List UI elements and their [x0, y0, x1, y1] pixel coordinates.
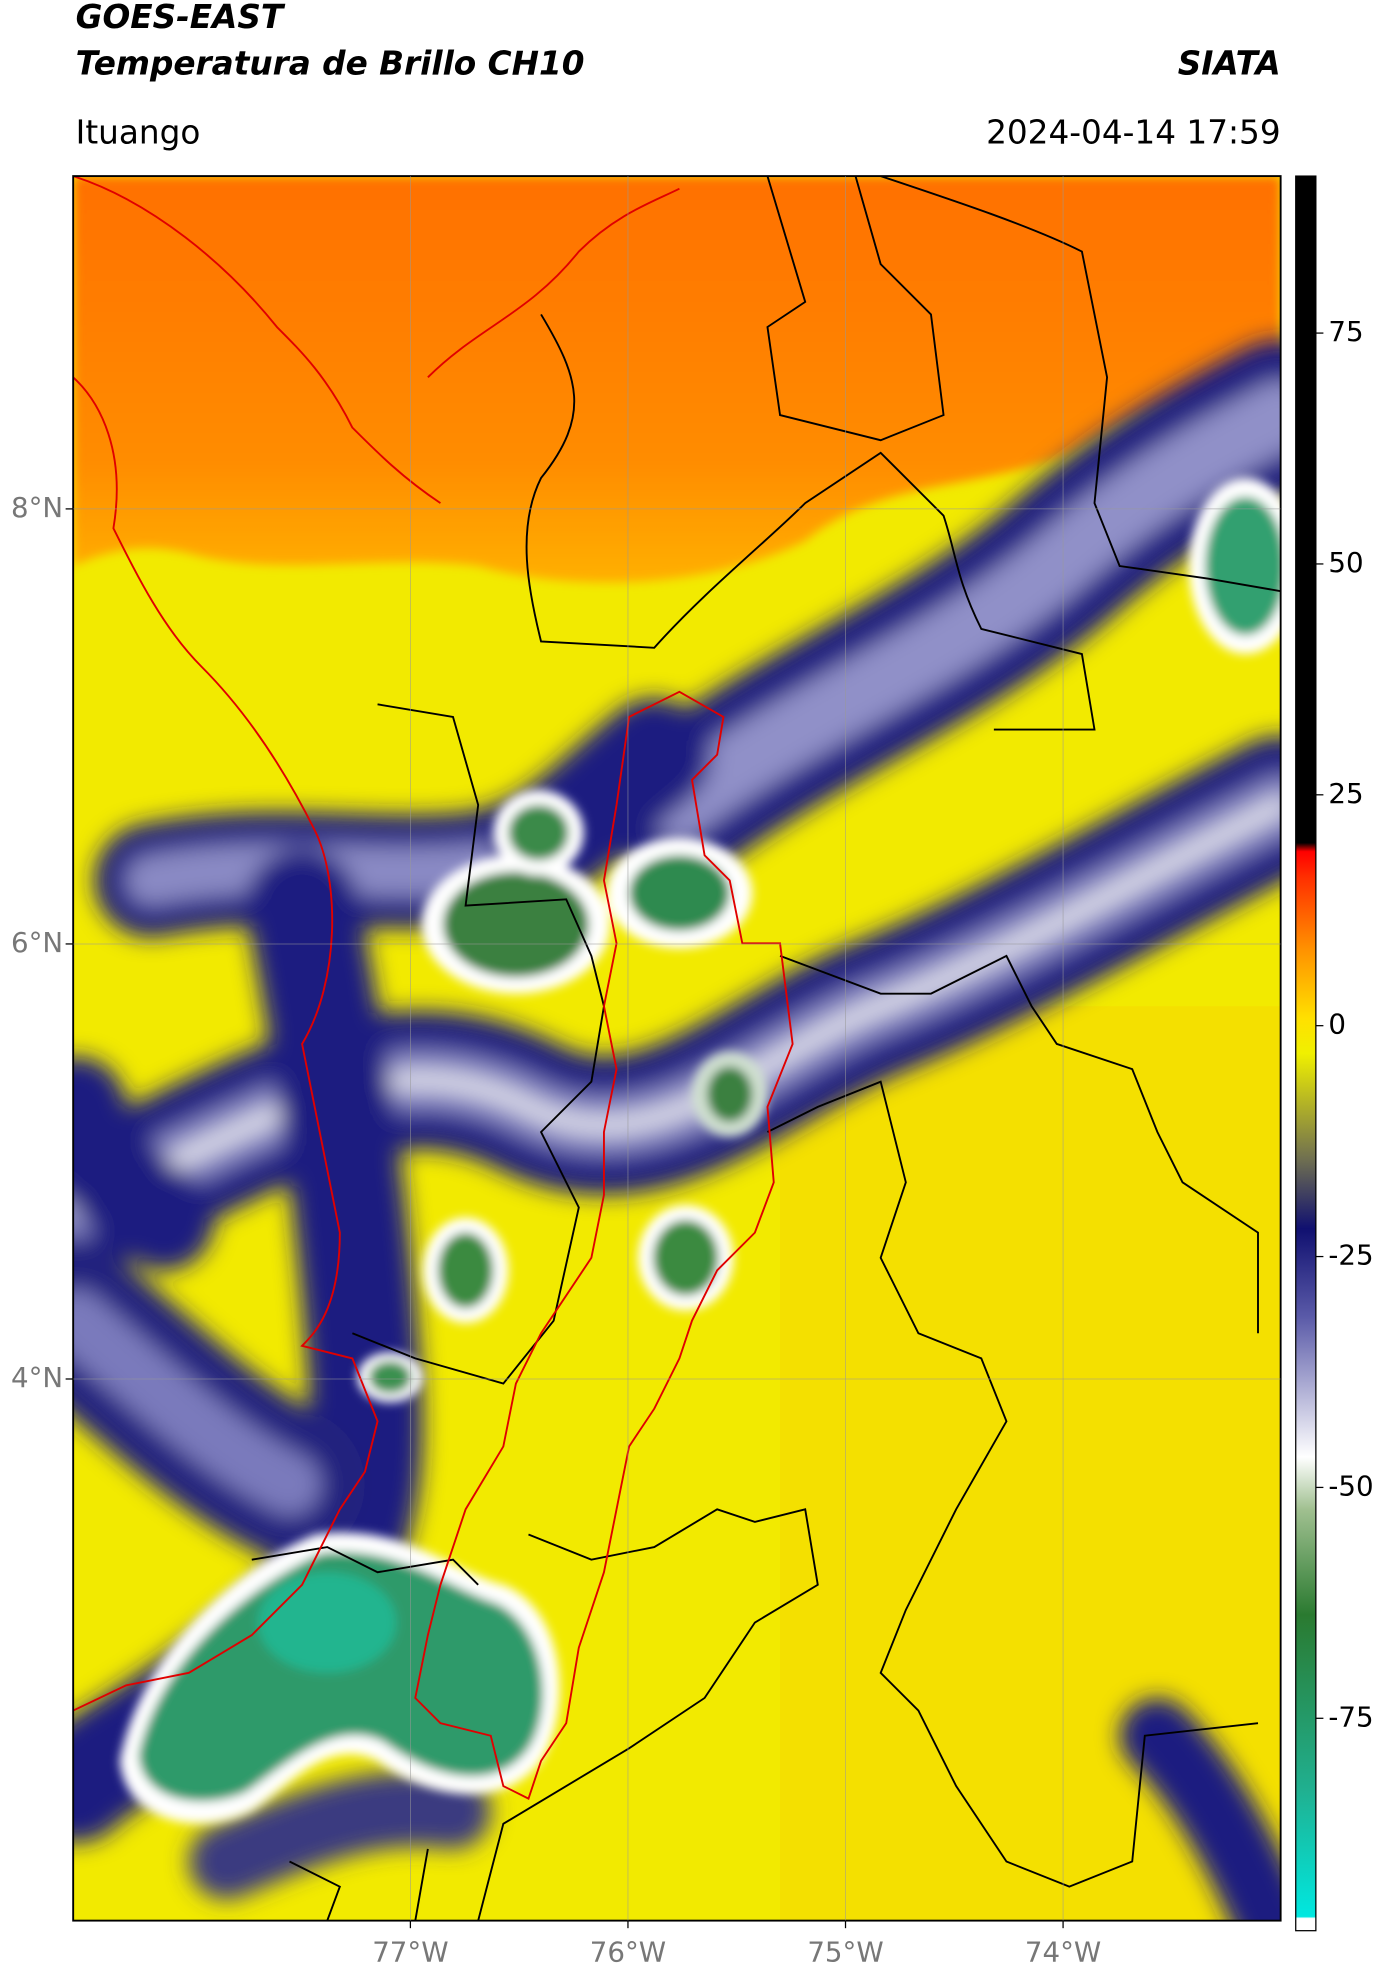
x-tick-label: 77°W	[372, 1935, 448, 1968]
y-tick-label: 6°N	[11, 926, 63, 959]
colorbar-tick-label: -50	[1328, 1469, 1373, 1502]
region-boundary	[73, 176, 794, 1800]
y-tick-label: 4°N	[11, 1361, 63, 1394]
x-tick-label: 75°W	[807, 1935, 883, 1968]
map-frame	[72, 175, 1282, 1922]
colorbar	[1295, 175, 1317, 1932]
colorbar-tick-label: 75	[1328, 315, 1363, 348]
colorbar-tick-label: 50	[1328, 546, 1363, 579]
x-tick-label: 76°W	[590, 1935, 666, 1968]
colorbar-tick-label: 25	[1328, 777, 1363, 810]
map-axes: 77°W 76°W 75°W 74°W 8°N 6°N 4°N	[11, 176, 1281, 1968]
colorbar-ticks: 75 50 25 0 -25 -50 -75	[1315, 315, 1374, 1733]
admin-borders	[251, 176, 1281, 1921]
datetime: 2024-04-14 17:59	[986, 114, 1281, 152]
title: GOES-EAST	[76, 0, 286, 36]
colorbar-tick-label: -75	[1328, 1700, 1373, 1733]
brand: SIATA	[1178, 44, 1281, 82]
colorbar-tick-label: -25	[1328, 1239, 1373, 1272]
y-tick-label: 8°N	[11, 491, 63, 524]
location: Ituango	[76, 114, 201, 152]
subtitle: Temperatura de Brillo CH10	[76, 44, 585, 82]
satellite-image	[73, 176, 1281, 1921]
colorbar-tick-label: 0	[1328, 1008, 1346, 1041]
x-tick-label: 74°W	[1025, 1935, 1101, 1968]
